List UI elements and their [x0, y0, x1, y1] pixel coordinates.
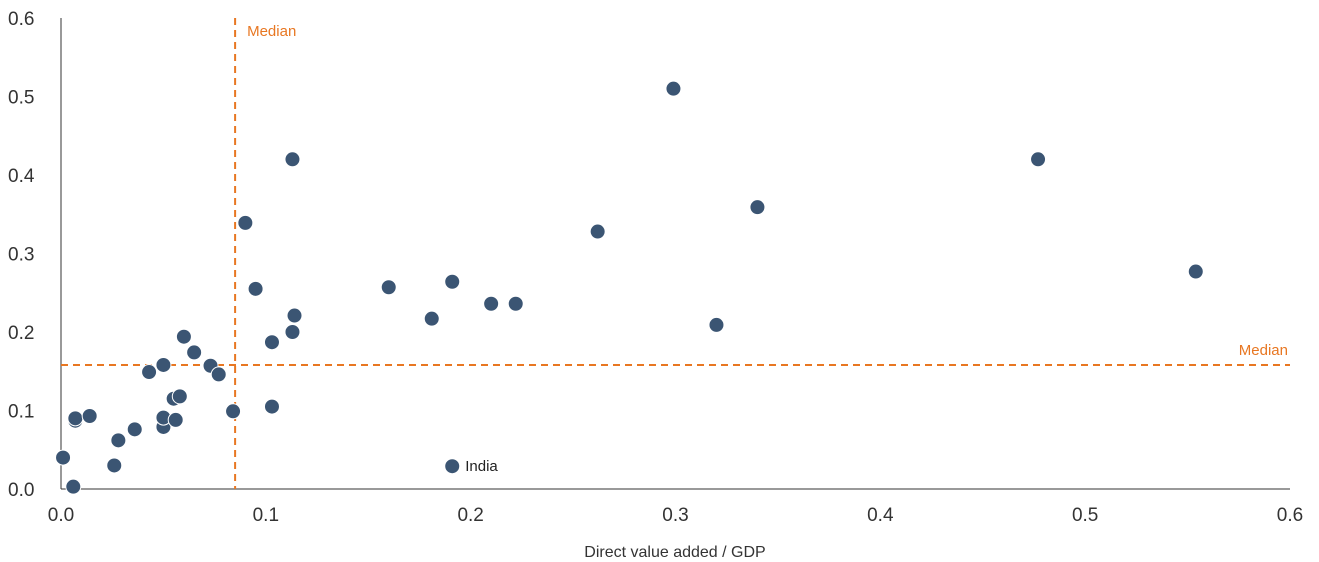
data-point	[380, 279, 397, 296]
data-point	[225, 403, 242, 420]
median-horizontal-label: Median	[1239, 342, 1288, 359]
data-point	[284, 151, 301, 168]
data-point	[106, 457, 123, 474]
data-point	[284, 324, 301, 340]
data-point	[423, 310, 440, 327]
y-tick-label: 0.0	[8, 480, 34, 501]
x-tick-label: 0.3	[662, 505, 688, 526]
data-point	[210, 366, 227, 383]
y-tick-labels: 0.0 0.1 0.2 0.3 0.4 0.5 0.6	[8, 9, 35, 501]
y-tick-label: 0.1	[8, 402, 34, 423]
median-lines: Median Median	[61, 18, 1290, 489]
data-point	[444, 458, 461, 475]
data-point	[171, 388, 188, 405]
data-point	[708, 316, 725, 333]
x-tick-labels: 0.0 0.1 0.2 0.3 0.4 0.5 0.6	[48, 505, 1303, 526]
axes	[60, 18, 1290, 490]
x-tick-label: 0.2	[457, 505, 483, 526]
y-tick-label: 0.6	[8, 9, 34, 30]
data-point	[263, 398, 280, 415]
point-labels: India	[465, 458, 498, 475]
x-tick-label: 0.0	[48, 505, 74, 526]
data-point	[286, 307, 303, 324]
data-point	[167, 411, 184, 428]
data-points	[55, 80, 1204, 495]
data-point	[1030, 151, 1047, 168]
y-tick-label: 0.4	[8, 166, 35, 187]
y-tick-label: 0.3	[8, 245, 34, 266]
data-point	[65, 478, 82, 495]
data-point	[237, 214, 254, 231]
data-point	[110, 432, 127, 449]
data-point	[444, 273, 461, 290]
x-tick-label: 0.1	[253, 505, 279, 526]
data-point	[55, 449, 72, 466]
data-point	[483, 295, 500, 312]
data-point	[665, 80, 682, 97]
data-point	[589, 223, 606, 240]
data-point	[247, 280, 264, 297]
data-point	[67, 410, 84, 427]
data-point	[175, 328, 192, 345]
point-label: India	[465, 458, 498, 475]
data-point	[1187, 263, 1204, 280]
data-point	[155, 356, 172, 373]
y-tick-label: 0.5	[8, 88, 34, 109]
data-point	[81, 407, 98, 424]
data-point	[749, 199, 766, 216]
x-axis-title: Direct value added / GDP	[584, 544, 765, 561]
x-tick-label: 0.4	[867, 505, 894, 526]
data-point	[263, 334, 280, 351]
data-point	[141, 364, 158, 381]
x-tick-label: 0.5	[1072, 505, 1098, 526]
x-tick-label: 0.6	[1277, 505, 1303, 526]
median-vertical-label: Median	[247, 23, 296, 40]
data-point	[186, 344, 203, 361]
y-tick-label: 0.2	[8, 323, 34, 344]
data-point	[126, 421, 143, 438]
data-point	[507, 295, 524, 312]
